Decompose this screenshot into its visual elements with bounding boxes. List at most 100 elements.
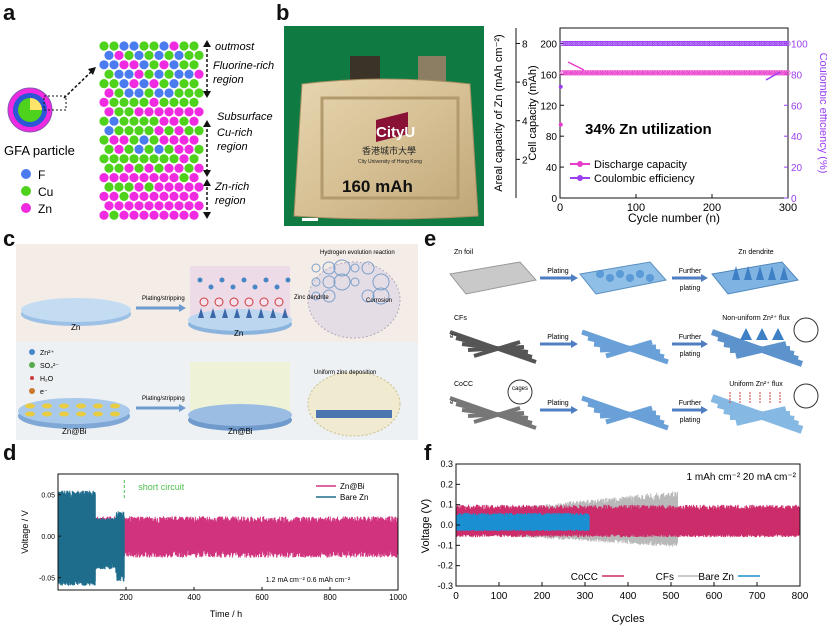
b-point — [683, 70, 689, 76]
b-point — [690, 40, 696, 47]
panel-d-chart: short circuit 200 400 600 800 1000 -0.05 0.00 0… — [18, 470, 410, 620]
atom — [134, 144, 144, 154]
b-point — [596, 70, 602, 76]
f-xtick: 600 — [706, 591, 723, 602]
e-step2-a: Further — [679, 268, 702, 275]
region-fluorine-2: region — [213, 74, 244, 86]
atom — [169, 116, 179, 126]
b-point — [678, 70, 684, 76]
atom — [169, 79, 179, 89]
b-point — [728, 40, 734, 47]
b-point — [651, 70, 657, 76]
atom — [109, 60, 119, 70]
atom — [109, 135, 119, 145]
f-xtick: 100 — [491, 591, 508, 602]
atom — [189, 79, 199, 89]
b-point — [770, 70, 776, 76]
b-point — [621, 70, 627, 76]
b-point — [748, 40, 754, 47]
b-point — [644, 40, 651, 47]
atom — [179, 116, 189, 126]
b-point — [599, 70, 606, 76]
dendrite-label: Zinc dendrite — [294, 295, 329, 301]
panel-label-f: f — [424, 440, 432, 465]
b-point — [743, 40, 749, 47]
e-step2-a: Further — [679, 334, 702, 341]
atom — [174, 163, 184, 173]
atom — [184, 163, 194, 173]
b-point — [768, 40, 774, 47]
b-point — [760, 40, 766, 47]
b-point — [740, 70, 746, 76]
b-ytick: 0 — [551, 194, 557, 205]
b-point — [773, 40, 779, 47]
b-point — [701, 70, 707, 76]
atom — [99, 154, 109, 164]
b-point — [639, 40, 646, 47]
b-point — [716, 40, 723, 47]
atom — [159, 116, 169, 126]
region-subsurface: Subsurface — [217, 111, 273, 123]
panel-label-a: a — [3, 0, 16, 25]
b-point — [715, 70, 721, 76]
atom — [174, 107, 184, 117]
b-point — [756, 40, 763, 47]
b-point — [715, 40, 721, 47]
znbi-label-1: Zn@Bi — [62, 427, 87, 436]
atom — [139, 154, 149, 164]
atom — [189, 97, 199, 107]
b-point — [641, 40, 647, 47]
atom — [174, 69, 184, 79]
atom — [129, 60, 139, 70]
b-point — [589, 40, 595, 47]
b-point — [654, 40, 661, 47]
b-point — [750, 70, 756, 76]
atom — [149, 135, 159, 145]
atom — [124, 88, 134, 98]
atom — [179, 97, 189, 107]
b-point — [758, 70, 764, 76]
b-point — [568, 70, 574, 76]
atom — [139, 116, 149, 126]
b-point — [711, 70, 718, 76]
capacity-chart: 0 100 200 300040801201602000204060801002468… — [493, 27, 827, 225]
b-point — [726, 40, 733, 47]
b-point — [561, 70, 567, 76]
b-point — [748, 70, 754, 76]
b-point — [574, 40, 580, 47]
b-point — [782, 70, 788, 76]
b-point — [559, 70, 565, 76]
atom — [124, 182, 134, 192]
atom — [184, 201, 194, 211]
b-point — [756, 70, 763, 76]
atom — [194, 88, 204, 98]
b-point — [649, 40, 656, 47]
b-point — [568, 40, 574, 47]
b-point — [720, 70, 726, 76]
atom — [109, 116, 119, 126]
b-legend-entry: Coulombic efficiency — [594, 173, 695, 185]
atom — [119, 97, 129, 107]
b-point — [653, 40, 659, 47]
b-point — [688, 70, 694, 76]
b-point — [680, 40, 686, 47]
atom — [179, 173, 189, 183]
atom — [169, 173, 179, 183]
pouch-cell-photo: CityU 香港城市大學 City University of Hong Kon… — [284, 26, 484, 226]
b-point — [761, 70, 768, 76]
b-y2tick: 40 — [791, 132, 803, 143]
b-point — [603, 70, 609, 76]
b-point — [589, 70, 595, 76]
b-point — [614, 40, 621, 47]
d-legend-entry: Zn@Bi — [340, 482, 365, 491]
atom — [154, 144, 164, 154]
b-y2tick: 0 — [791, 194, 797, 205]
atom — [174, 201, 184, 211]
b-point — [564, 70, 570, 76]
e-electron: e⁻ — [450, 400, 457, 406]
b-point — [581, 70, 587, 76]
b-point — [656, 70, 662, 76]
b-point — [730, 40, 736, 47]
atom — [164, 69, 174, 79]
atom — [124, 107, 134, 117]
